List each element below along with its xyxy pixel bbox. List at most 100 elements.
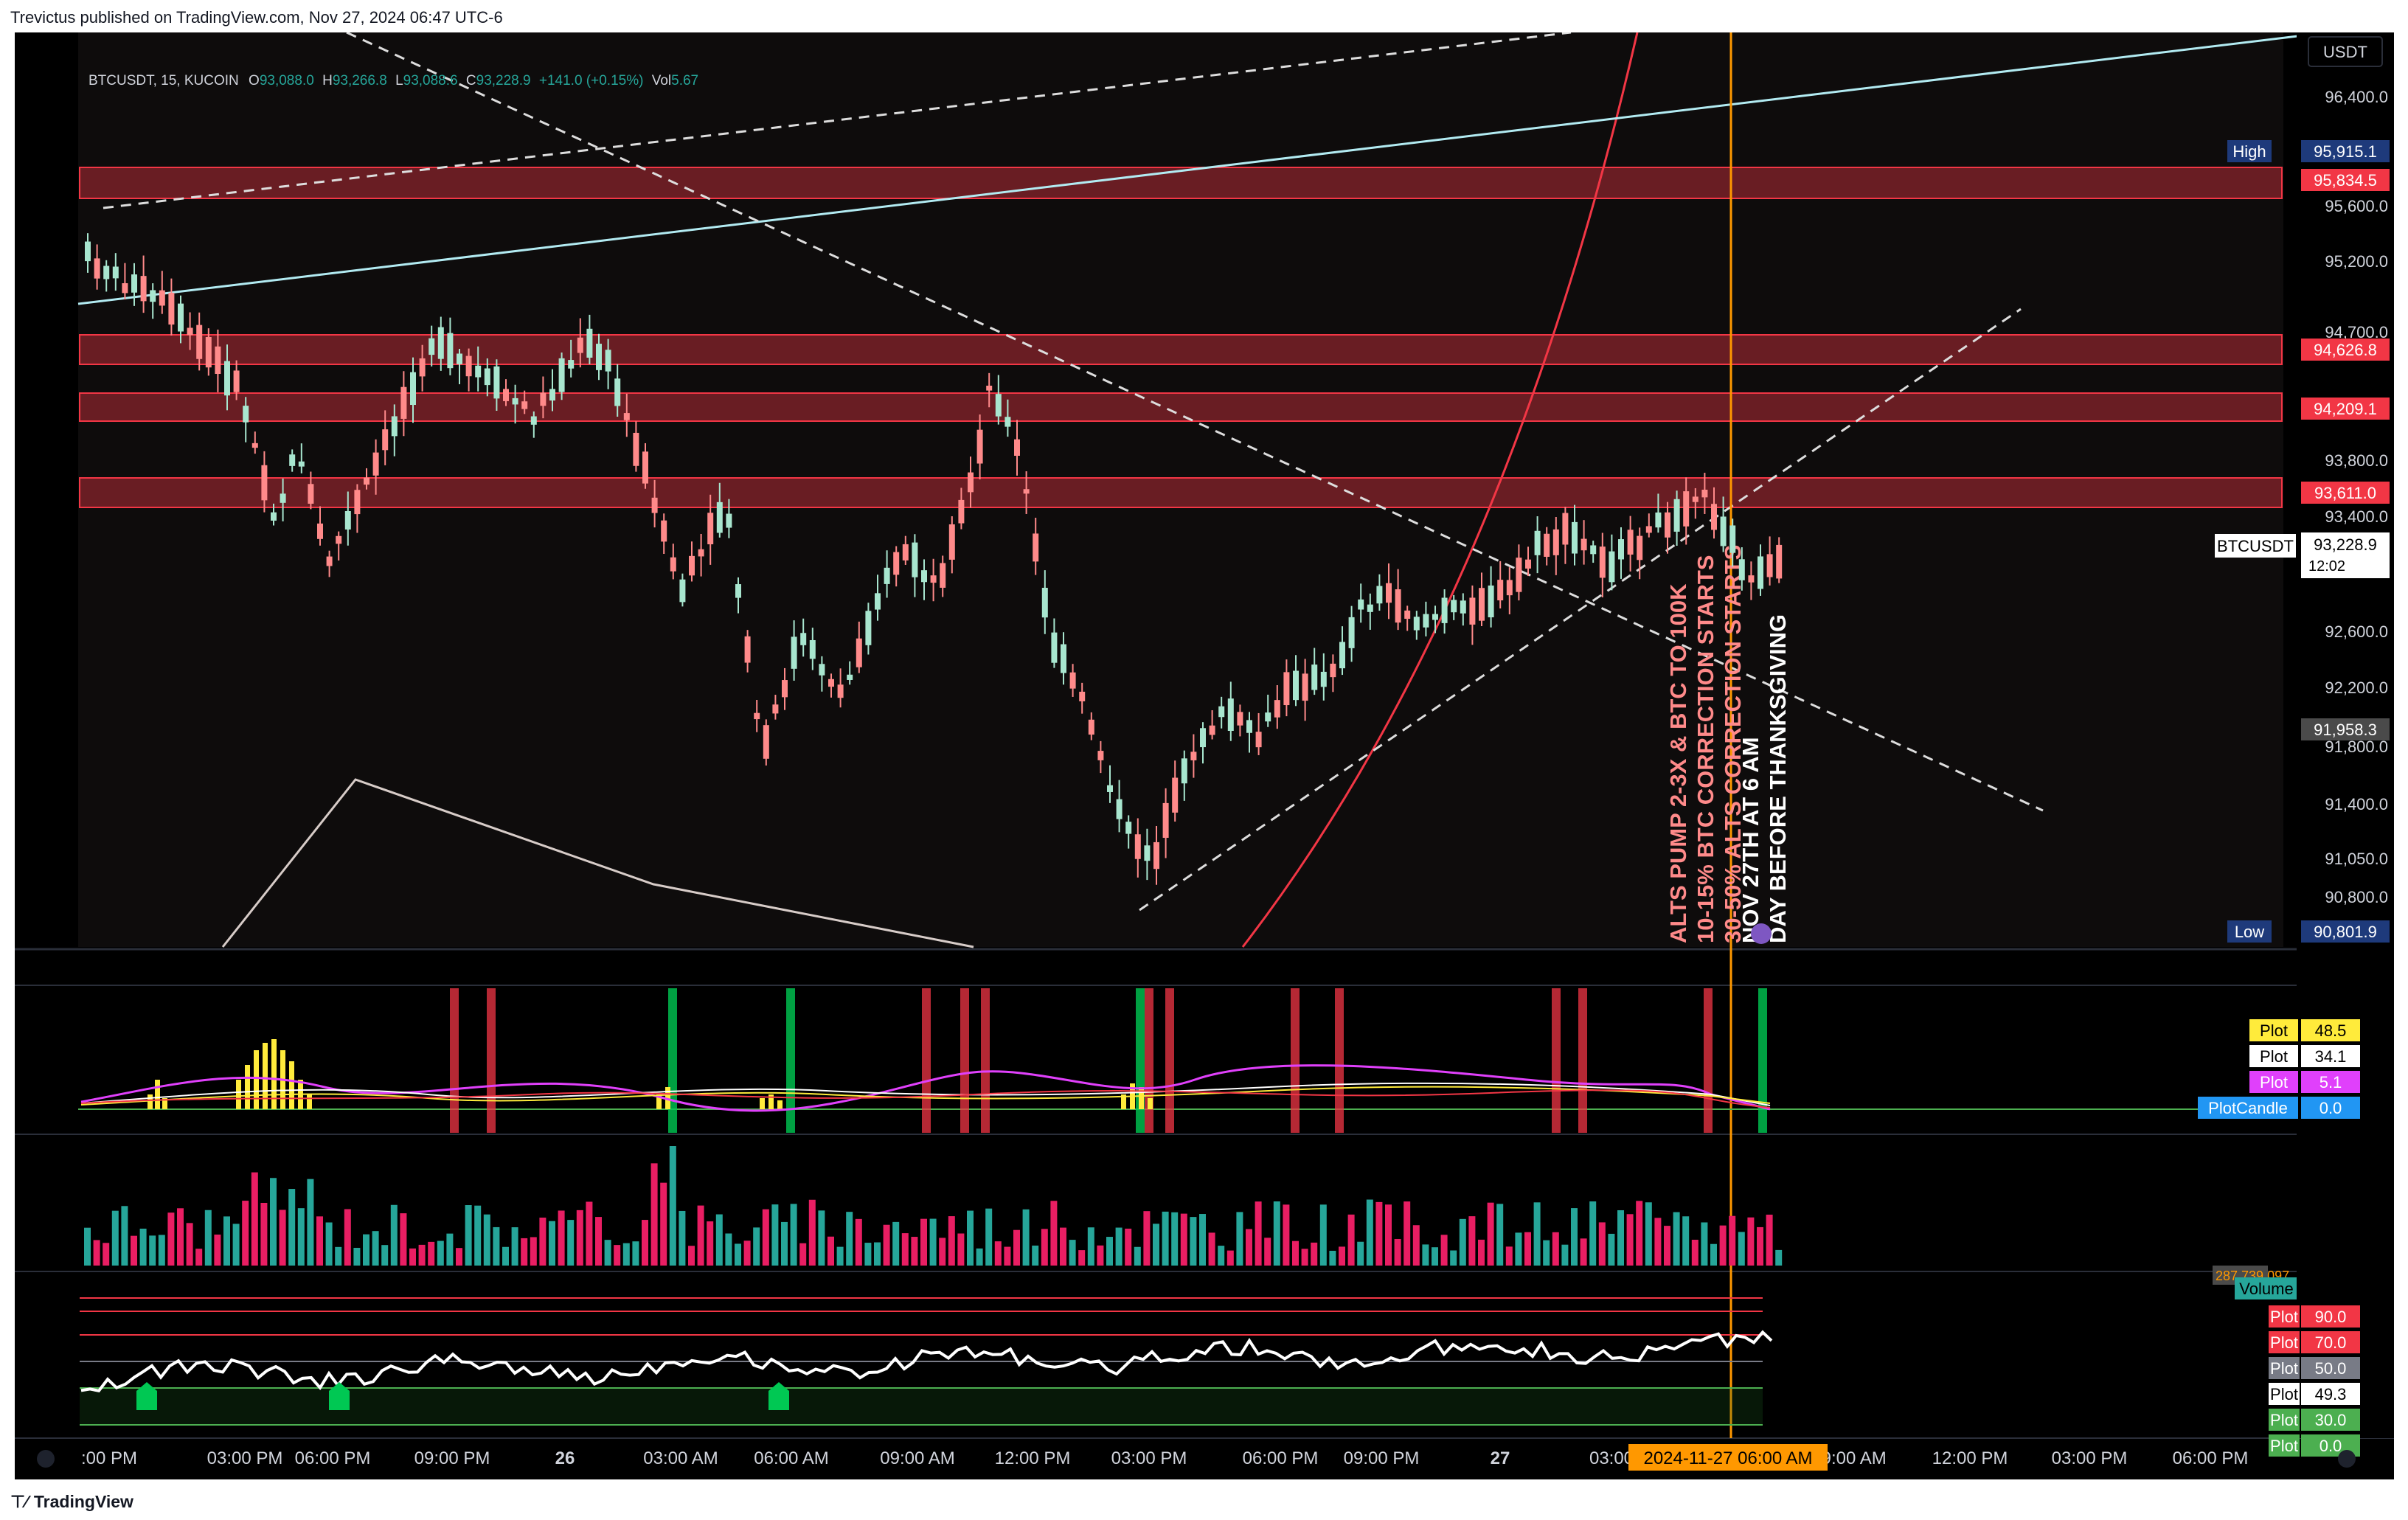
sell-signal-bar[interactable] (981, 988, 990, 1133)
candle[interactable] (558, 358, 565, 392)
level-tag[interactable] (2301, 482, 2390, 504)
candle[interactable] (1423, 614, 1429, 628)
candle[interactable] (707, 513, 714, 545)
candle[interactable] (763, 725, 769, 759)
rsi-label-tag[interactable] (2269, 1434, 2300, 1457)
candle[interactable] (475, 365, 482, 378)
sell-signal-bar[interactable] (960, 988, 969, 1133)
candle[interactable] (1144, 845, 1151, 861)
candle[interactable] (623, 413, 630, 420)
rsi-label-tag[interactable] (2269, 1305, 2300, 1328)
candle[interactable] (1451, 600, 1457, 613)
time-axis-left-control[interactable] (37, 1450, 55, 1468)
sell-signal-bar[interactable] (450, 988, 459, 1133)
candle[interactable] (1162, 802, 1169, 839)
ascending-trendline[interactable] (77, 32, 2317, 305)
candle[interactable] (1441, 597, 1448, 623)
candle[interactable] (317, 523, 323, 539)
tradingview-logo[interactable]: ⊤⁄ TradingView (10, 1492, 133, 1512)
candle[interactable] (1701, 489, 1708, 498)
candle[interactable] (224, 361, 230, 396)
candle[interactable] (1200, 728, 1206, 748)
osc-label-tag[interactable] (2249, 1019, 2298, 1041)
zigzag-line[interactable] (221, 778, 974, 948)
candle[interactable] (354, 490, 361, 515)
osc-label-tag[interactable] (2249, 1071, 2298, 1093)
candle[interactable] (140, 276, 147, 302)
candle[interactable] (651, 497, 658, 513)
candle[interactable] (1134, 834, 1141, 859)
candle[interactable] (1683, 491, 1690, 527)
sell-signal-bar[interactable] (487, 988, 496, 1133)
buy-signal-bar[interactable] (1136, 988, 1145, 1133)
candle[interactable] (187, 327, 193, 336)
sell-signal-bar[interactable] (1145, 988, 1153, 1133)
date-annotation[interactable]: NOV 27TH AT 6 AM DAY BEFORE THANKSGIVING (1738, 614, 1791, 943)
main-pane[interactable] (78, 32, 2283, 947)
candlestick-series[interactable] (85, 233, 1783, 885)
candle[interactable] (716, 502, 723, 533)
prediction-annotation[interactable]: ALTS PUMP 2-3X & BTC TO 100K 10-15% BTC … (1665, 545, 1746, 943)
chart-canvas[interactable]: ALTS PUMP 2-3X & BTC TO 100K 10-15% BTC … (15, 31, 2394, 1479)
osc-value-tag[interactable] (2301, 1019, 2360, 1041)
candle[interactable] (633, 432, 639, 466)
candle[interactable] (1386, 583, 1392, 603)
sell-signal-bar[interactable] (1704, 988, 1713, 1133)
candle[interactable] (243, 406, 249, 423)
candle[interactable] (493, 366, 500, 399)
candle[interactable] (1673, 499, 1680, 532)
candle[interactable] (1581, 538, 1587, 551)
osc-value-tag[interactable] (2301, 1097, 2360, 1119)
volume-pane[interactable]: 2B287,739,097Volume155.71 M (84, 1146, 2390, 1299)
rsi-line[interactable] (80, 1330, 1773, 1393)
candle[interactable] (847, 674, 853, 680)
candle[interactable] (614, 378, 621, 406)
candle[interactable] (809, 639, 816, 659)
candle[interactable] (1125, 822, 1132, 834)
candle[interactable] (1237, 712, 1243, 726)
candle[interactable] (1637, 535, 1643, 561)
rsi-value-tag[interactable] (2301, 1357, 2360, 1379)
candle[interactable] (103, 266, 110, 280)
candle[interactable] (530, 416, 537, 425)
candle[interactable] (1599, 546, 1606, 578)
candle[interactable] (308, 484, 314, 504)
candle[interactable] (364, 477, 369, 485)
candle[interactable] (744, 636, 751, 663)
candle[interactable] (298, 461, 305, 467)
candle[interactable] (1711, 504, 1717, 530)
candle[interactable] (1432, 614, 1438, 620)
candle[interactable] (261, 465, 268, 501)
candle[interactable] (1525, 559, 1531, 569)
high-value-tag[interactable] (2301, 140, 2390, 162)
candle[interactable] (754, 712, 760, 720)
candle[interactable] (1720, 516, 1727, 546)
candle[interactable] (735, 584, 741, 598)
candle[interactable] (1061, 644, 1066, 673)
resistance-zone-4[interactable] (79, 477, 2283, 508)
candle[interactable] (271, 512, 277, 521)
candle[interactable] (1627, 530, 1634, 555)
candle[interactable] (1023, 489, 1030, 494)
candle[interactable] (1748, 575, 1755, 583)
candle[interactable] (921, 570, 927, 583)
candle[interactable] (150, 290, 156, 302)
candle[interactable] (1209, 725, 1215, 735)
candle[interactable] (782, 680, 788, 698)
sell-signal-bar[interactable] (922, 988, 931, 1133)
candle[interactable] (1758, 556, 1763, 589)
candle[interactable] (1190, 752, 1197, 760)
candle[interactable] (521, 401, 528, 409)
time-axis-right-control[interactable] (2338, 1450, 2356, 1468)
resistance-zone-3[interactable] (79, 392, 2283, 422)
candle[interactable] (1088, 719, 1094, 735)
candle[interactable] (1404, 610, 1411, 620)
candle[interactable] (958, 499, 965, 524)
candle[interactable] (1097, 751, 1104, 760)
candle[interactable] (1079, 691, 1086, 701)
candle[interactable] (995, 394, 1002, 417)
candle[interactable] (1655, 512, 1662, 528)
candle[interactable] (94, 258, 100, 279)
rsi-label-tag[interactable] (2269, 1357, 2300, 1379)
candle[interactable] (986, 385, 993, 391)
